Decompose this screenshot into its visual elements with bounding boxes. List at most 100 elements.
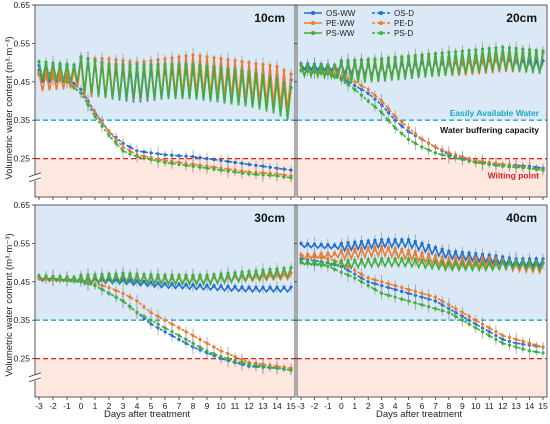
- annotation-wilting-point: Wilting point: [488, 171, 540, 181]
- data-point: [306, 242, 310, 246]
- data-point: [177, 162, 181, 166]
- series-PS-WW: [37, 262, 293, 287]
- data-point: [121, 149, 125, 153]
- data-point: [433, 151, 438, 155]
- data-point: [86, 273, 90, 277]
- data-point: [400, 289, 404, 293]
- data-point: [247, 70, 251, 74]
- axis-break-mark: [28, 372, 42, 378]
- data-point: [534, 167, 538, 171]
- data-point: [474, 326, 478, 330]
- data-point: [299, 241, 303, 245]
- data-point: [386, 282, 390, 286]
- data-point: [433, 299, 438, 303]
- data-point: [393, 55, 397, 60]
- data-point: [480, 330, 485, 334]
- x-tick-label: -2: [49, 401, 57, 411]
- data-point: [240, 285, 244, 289]
- data-point: [480, 322, 485, 326]
- data-point: [65, 275, 69, 279]
- y-tick-label: 0.45: [13, 77, 30, 87]
- data-point: [191, 333, 195, 338]
- x-tick-label: 15: [286, 401, 296, 411]
- x-tick-label: 13: [511, 401, 521, 411]
- data-point: [353, 80, 357, 84]
- data-point: [205, 349, 209, 353]
- data-point: [393, 114, 397, 118]
- data-point: [400, 124, 404, 128]
- data-point: [366, 276, 370, 280]
- data-point: [198, 283, 202, 287]
- data-point: [212, 345, 216, 349]
- data-point: [433, 145, 438, 149]
- y-axis-label-bottom: Volumetric water content (m³·m⁻³): [4, 233, 15, 376]
- series-PS-WW: [299, 41, 545, 84]
- legend-marker-PE-D: [379, 21, 383, 25]
- data-point: [306, 259, 310, 263]
- data-point: [366, 87, 370, 92]
- data-point: [233, 271, 237, 275]
- data-point: [219, 349, 223, 353]
- data-point: [312, 259, 317, 263]
- data-point: [156, 62, 160, 67]
- data-point: [433, 295, 438, 299]
- data-point: [268, 365, 272, 369]
- data-point: [346, 83, 350, 87]
- data-point: [170, 282, 174, 286]
- data-point: [254, 269, 258, 273]
- data-point: [427, 141, 431, 145]
- data-point: [149, 280, 153, 284]
- data-point: [212, 65, 216, 69]
- data-point: [233, 358, 237, 363]
- data-point: [289, 176, 293, 180]
- data-point: [233, 68, 237, 72]
- y-tick-label: 0.35: [13, 115, 30, 125]
- data-point: [454, 307, 458, 311]
- data-point: [427, 305, 431, 309]
- data-point: [72, 82, 76, 86]
- data-point: [149, 62, 153, 67]
- data-point: [400, 285, 404, 290]
- x-tick-label: 13: [258, 401, 268, 411]
- easy-water-band: [35, 205, 295, 321]
- data-point: [37, 60, 41, 64]
- x-tick-label: 7: [433, 401, 438, 411]
- data-point: [156, 159, 160, 163]
- legend-marker-PS-WW: [311, 31, 315, 35]
- legend-marker-PS-D: [379, 31, 383, 35]
- data-point: [226, 284, 230, 288]
- x-tick-label: -1: [63, 401, 71, 411]
- data-point: [177, 273, 181, 277]
- data-point: [142, 62, 146, 67]
- data-point: [527, 166, 532, 170]
- y-tick-label: 0.55: [13, 38, 30, 48]
- data-point: [261, 74, 265, 78]
- data-point: [366, 57, 370, 62]
- data-point: [440, 255, 444, 259]
- data-point: [339, 59, 343, 63]
- data-point: [79, 55, 83, 59]
- data-point: [487, 326, 491, 330]
- data-point: [501, 260, 505, 264]
- data-point: [406, 299, 411, 303]
- data-point: [121, 299, 125, 303]
- data-point: [282, 367, 286, 371]
- data-point: [198, 337, 202, 341]
- data-point: [261, 268, 265, 272]
- x-tick-label: 8: [191, 401, 196, 411]
- data-point: [212, 283, 216, 288]
- data-point: [514, 46, 518, 51]
- x-tick-label: 14: [272, 401, 282, 411]
- data-point: [184, 282, 188, 286]
- data-point: [420, 137, 424, 141]
- data-point: [346, 273, 350, 277]
- data-point: [447, 303, 451, 307]
- data-point: [247, 285, 251, 289]
- data-point: [128, 278, 132, 282]
- annotation-easily-available-water: Easily Available Water: [450, 108, 540, 118]
- data-point: [326, 64, 330, 68]
- data-point: [205, 166, 209, 170]
- data-point: [261, 62, 265, 67]
- data-point: [373, 287, 377, 292]
- data-point: [299, 259, 303, 263]
